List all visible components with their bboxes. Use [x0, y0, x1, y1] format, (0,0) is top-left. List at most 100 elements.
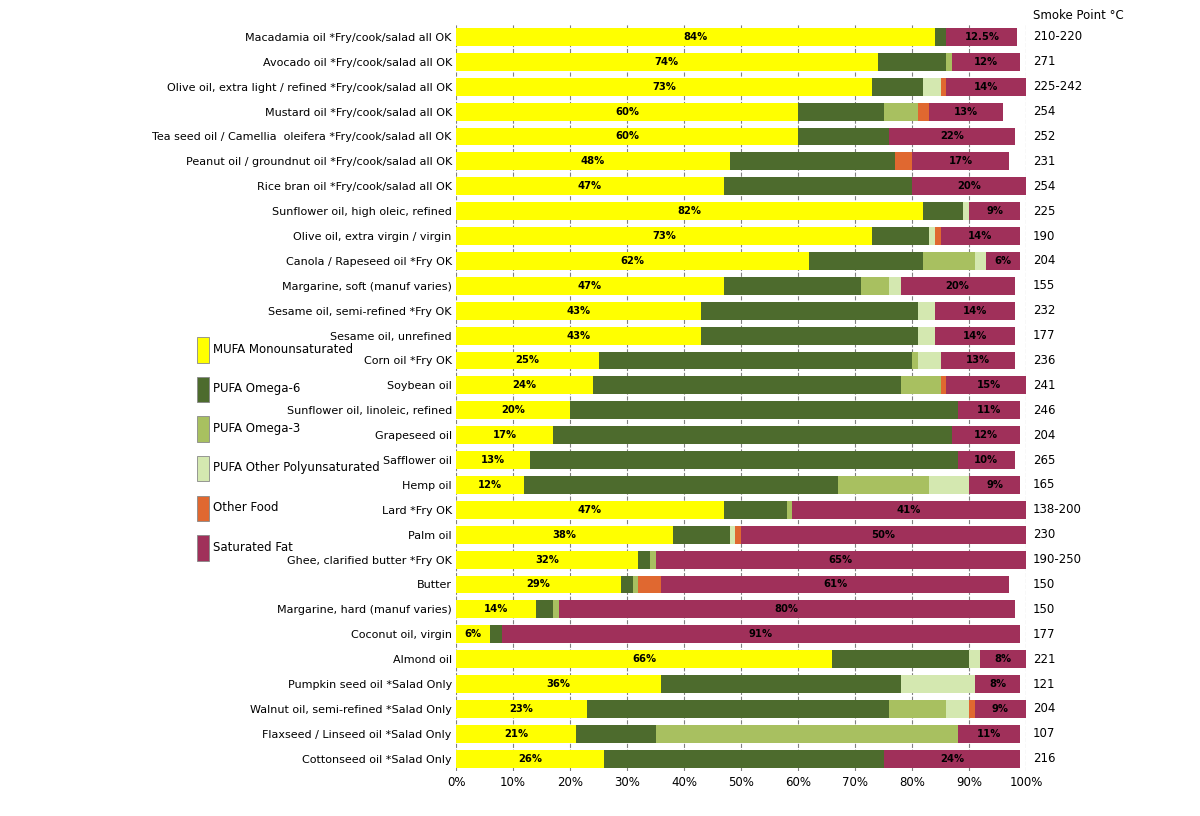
Text: 107: 107 — [1033, 727, 1055, 740]
Bar — [872, 227, 929, 245]
Bar — [935, 326, 1015, 344]
Bar — [553, 426, 952, 444]
Bar — [456, 202, 924, 220]
Bar — [924, 202, 964, 220]
Bar — [924, 78, 941, 95]
Bar — [724, 501, 787, 519]
Text: 91%: 91% — [749, 629, 773, 639]
Bar — [947, 700, 970, 718]
Bar — [632, 575, 638, 593]
Text: 12%: 12% — [478, 480, 503, 490]
Bar — [924, 252, 974, 270]
Text: 8%: 8% — [995, 654, 1012, 664]
Text: 190: 190 — [1033, 229, 1055, 242]
Bar — [912, 153, 1009, 171]
Text: 225: 225 — [1033, 205, 1055, 218]
Text: 165: 165 — [1033, 478, 1055, 491]
Text: 150: 150 — [1033, 578, 1055, 591]
Bar — [456, 650, 833, 668]
Bar — [838, 476, 929, 494]
Text: 190-250: 190-250 — [1033, 553, 1082, 566]
Text: 73%: 73% — [652, 82, 676, 91]
Bar — [491, 625, 502, 643]
Text: 252: 252 — [1033, 130, 1055, 143]
Text: 14%: 14% — [962, 306, 986, 316]
Bar — [638, 575, 661, 593]
Text: 25%: 25% — [515, 356, 539, 366]
FancyBboxPatch shape — [197, 535, 209, 561]
Text: 62%: 62% — [620, 256, 644, 266]
Text: 230: 230 — [1033, 528, 1055, 541]
Text: 38%: 38% — [552, 530, 576, 539]
Bar — [456, 501, 724, 519]
Bar — [622, 575, 632, 593]
Bar — [456, 401, 570, 419]
Text: 84%: 84% — [683, 32, 708, 42]
Text: 36%: 36% — [547, 679, 571, 689]
Bar — [947, 53, 952, 71]
Bar — [900, 376, 941, 394]
Bar — [798, 103, 883, 121]
Text: 22%: 22% — [940, 131, 964, 141]
Bar — [952, 426, 1020, 444]
Bar — [456, 252, 810, 270]
Text: 23%: 23% — [510, 704, 534, 714]
Text: 17%: 17% — [492, 430, 516, 440]
Text: 20%: 20% — [502, 406, 524, 415]
Bar — [787, 501, 792, 519]
Bar — [889, 700, 947, 718]
Bar — [941, 78, 947, 95]
Text: 216: 216 — [1033, 752, 1056, 765]
Text: 13%: 13% — [481, 455, 505, 465]
Bar — [742, 526, 1026, 543]
Text: 24%: 24% — [940, 754, 964, 764]
Text: 82%: 82% — [678, 206, 702, 216]
Bar — [456, 426, 553, 444]
Bar — [941, 227, 1020, 245]
Bar — [895, 153, 912, 171]
Bar — [456, 153, 730, 171]
Bar — [456, 53, 878, 71]
Bar — [559, 601, 1015, 619]
Bar — [456, 376, 593, 394]
Text: 10%: 10% — [974, 455, 998, 465]
Bar — [456, 127, 798, 145]
Text: 14%: 14% — [974, 82, 998, 91]
Text: Saturated Fat: Saturated Fat — [212, 541, 293, 553]
Text: 150: 150 — [1033, 603, 1055, 616]
Text: 265: 265 — [1033, 454, 1055, 467]
Bar — [456, 277, 724, 295]
Text: 41%: 41% — [896, 505, 922, 515]
Bar — [941, 352, 1015, 370]
Bar — [605, 750, 883, 768]
Bar — [980, 650, 1026, 668]
Bar — [947, 376, 1032, 394]
Bar — [883, 750, 1020, 768]
Bar — [502, 625, 1020, 643]
Bar — [833, 650, 970, 668]
Bar — [456, 78, 872, 95]
Bar — [792, 501, 1026, 519]
Text: 50%: 50% — [871, 530, 895, 539]
Text: 210-220: 210-220 — [1033, 30, 1082, 43]
Text: 61%: 61% — [823, 579, 847, 589]
Bar — [798, 127, 889, 145]
FancyBboxPatch shape — [197, 416, 209, 441]
Bar — [970, 202, 1020, 220]
Text: 6%: 6% — [995, 256, 1012, 266]
Text: 221: 221 — [1033, 653, 1056, 666]
Text: 13%: 13% — [954, 107, 978, 117]
Bar — [456, 326, 701, 344]
Bar — [576, 725, 655, 743]
Text: 246: 246 — [1033, 404, 1056, 417]
Text: 236: 236 — [1033, 354, 1055, 367]
Bar — [661, 575, 1009, 593]
Bar — [553, 601, 559, 619]
Bar — [456, 750, 605, 768]
Bar — [970, 476, 1020, 494]
Text: 11%: 11% — [977, 406, 1001, 415]
Text: 48%: 48% — [581, 157, 605, 166]
Bar — [730, 153, 895, 171]
Bar — [860, 277, 889, 295]
Bar — [701, 326, 918, 344]
